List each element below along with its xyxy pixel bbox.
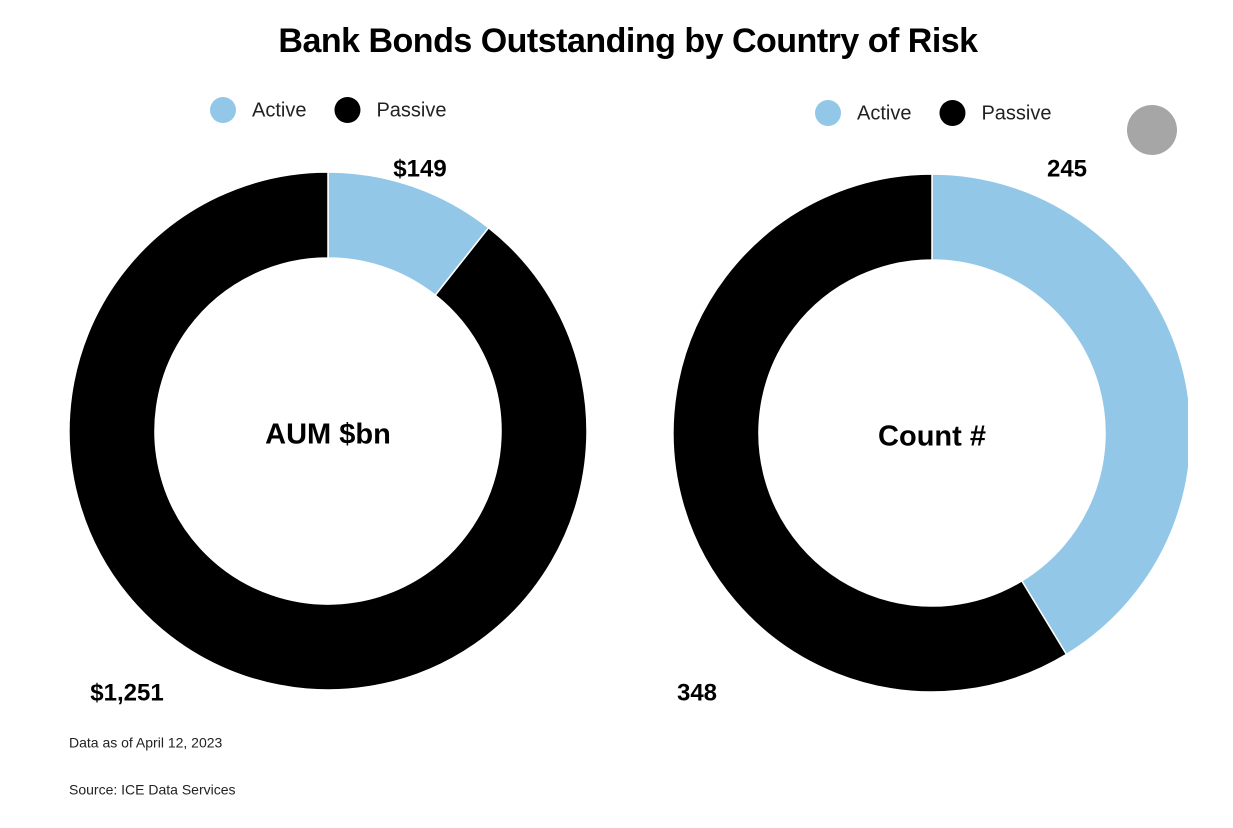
legend-label: Active xyxy=(857,102,911,124)
slice xyxy=(672,173,1068,693)
data-label: 348 xyxy=(677,679,717,706)
slice xyxy=(68,171,588,691)
decoration xyxy=(1127,105,1177,155)
center-label: AUM $bn xyxy=(265,419,391,451)
legend-swatch xyxy=(815,100,841,126)
donut xyxy=(68,171,588,691)
legend-swatch xyxy=(334,97,361,123)
data-label: 245 xyxy=(1047,155,1087,182)
center-label: Count # xyxy=(878,421,986,453)
donut xyxy=(672,173,1188,693)
legend-label: Active xyxy=(252,99,306,121)
footnote: Data as of April 12, 2023 xyxy=(69,735,223,751)
page-title: Bank Bonds Outstanding by Country of Ris… xyxy=(278,22,978,60)
data-label: $1,251 xyxy=(90,679,163,706)
legend-swatch xyxy=(210,97,236,123)
legend-label: Passive xyxy=(981,102,1051,124)
data-label: $149 xyxy=(393,155,446,182)
footnote: Source: ICE Data Services xyxy=(69,782,236,798)
legend-swatch xyxy=(939,100,966,126)
slice xyxy=(931,173,1188,656)
legend-label: Passive xyxy=(376,99,446,121)
